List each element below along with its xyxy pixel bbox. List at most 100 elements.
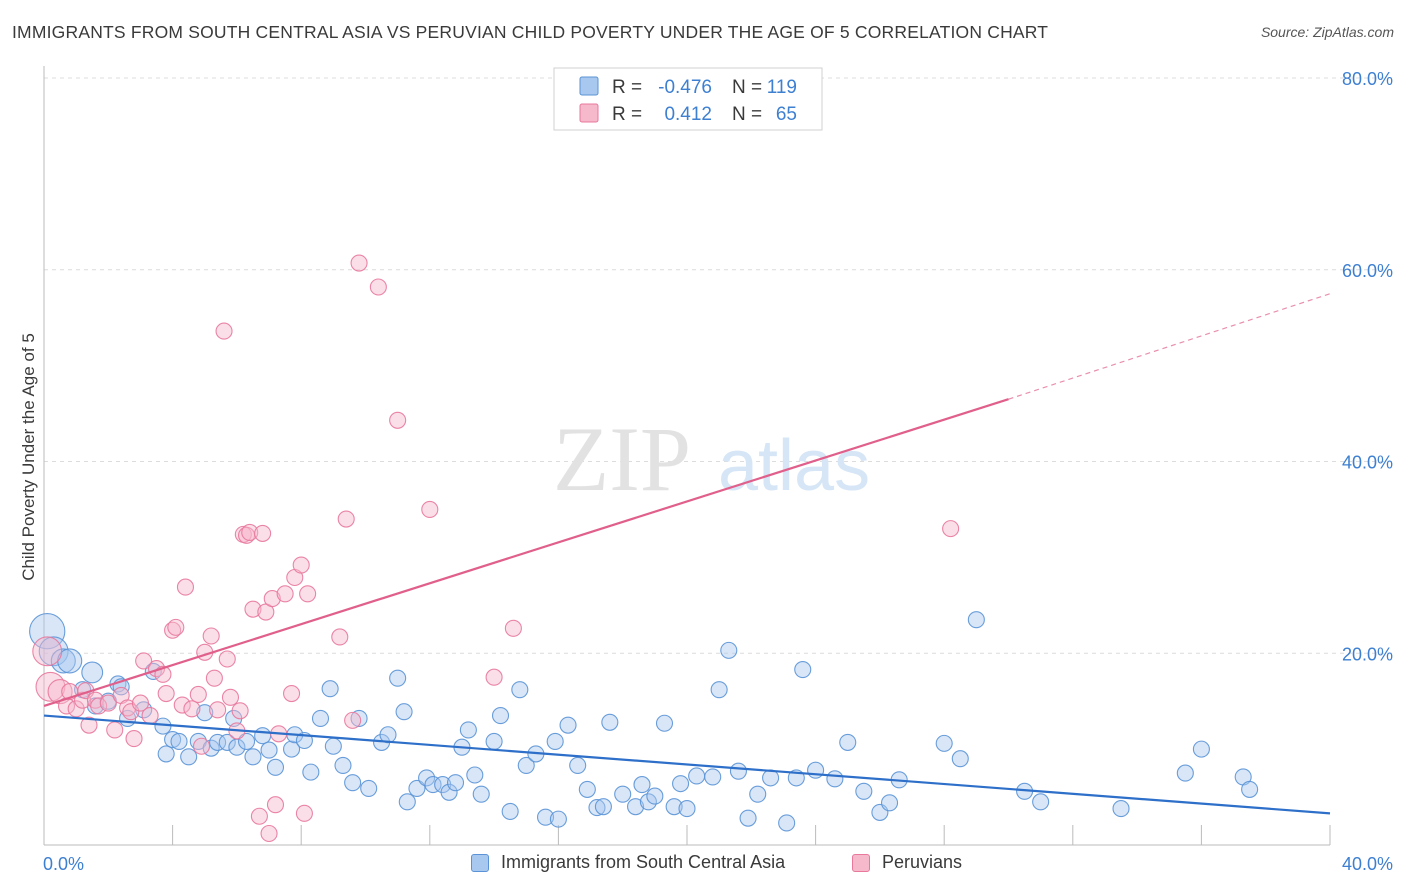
data-point-peruvians <box>299 585 317 603</box>
legend-label-peruvians: Peruvians <box>882 852 963 872</box>
data-point-south-central-asia <box>418 769 436 787</box>
data-point-south-central-asia <box>720 641 738 659</box>
data-point-south-central-asia <box>81 661 104 684</box>
data-point-peruvians <box>189 685 207 704</box>
trend-line-south-central-asia <box>43 714 1331 815</box>
data-point-peruvians <box>192 737 211 755</box>
data-point-south-central-asia <box>408 779 426 797</box>
data-point-south-central-asia <box>594 798 612 816</box>
data-point-south-central-asia <box>446 774 465 792</box>
data-point-south-central-asia <box>472 785 490 803</box>
data-point-south-central-asia <box>237 732 256 751</box>
legend-item-peruvians[interactable]: Peruvians <box>852 852 962 873</box>
legend-label-south-central-asia: Immigrants from South Central Asia <box>501 852 786 872</box>
data-point-south-central-asia <box>569 756 587 774</box>
x-tick-label: 0.0% <box>43 854 84 874</box>
data-point-south-central-asia <box>710 681 728 699</box>
data-point-south-central-asia <box>511 681 529 699</box>
data-point-peruvians <box>283 684 301 703</box>
stats-n-value-blue: 119 <box>767 77 797 98</box>
data-point-peruvians <box>67 700 85 718</box>
data-point-south-central-asia <box>665 798 683 816</box>
data-point-peruvians <box>244 600 262 618</box>
data-point-south-central-asia <box>344 774 362 792</box>
stats-r-value-blue: -0.476 <box>658 77 712 98</box>
stats-r-label-blue: R = <box>612 77 642 98</box>
data-point-south-central-asia <box>704 768 722 786</box>
data-point-south-central-asia <box>302 763 320 781</box>
y-axis-label: Child Poverty Under the Age of 5 <box>19 333 38 581</box>
data-point-south-central-asia <box>729 762 747 780</box>
stats-n-value-pink: 65 <box>776 104 797 125</box>
data-point-south-central-asia <box>1192 740 1210 758</box>
stats-r-value-pink: 0.412 <box>664 104 712 125</box>
data-point-south-central-asia <box>180 748 198 766</box>
axes <box>43 66 1331 846</box>
data-point-south-central-asia <box>157 745 175 763</box>
y-tick-label: 40.0% <box>1342 453 1393 473</box>
data-point-south-central-asia <box>350 709 368 727</box>
data-point-south-central-asia <box>646 787 664 805</box>
data-point-peruvians <box>369 278 387 296</box>
data-point-peruvians <box>202 627 220 645</box>
data-point-south-central-asia <box>839 733 857 751</box>
data-point-peruvians <box>331 628 349 646</box>
data-point-peruvians <box>164 621 182 639</box>
legend-item-south-central-asia[interactable]: Immigrants from South Central Asia <box>471 852 785 873</box>
data-point-south-central-asia <box>778 814 796 832</box>
data-point-peruvians <box>205 669 223 687</box>
bottom-legend: Immigrants from South Central Asia Peruv… <box>0 852 1406 878</box>
data-point-south-central-asia <box>209 733 227 751</box>
pink-points <box>32 254 960 843</box>
data-point-peruvians <box>183 700 201 718</box>
data-point-peruvians <box>106 721 124 739</box>
data-point-south-central-asia <box>254 727 272 745</box>
y-tick-label: 20.0% <box>1342 644 1393 664</box>
stats-legend: R = -0.476 N = 119 R = 0.412 N = 65 <box>553 67 823 131</box>
data-point-peruvians <box>260 824 278 843</box>
data-point-south-central-asia <box>266 758 285 776</box>
stats-n-label-blue: N = <box>732 77 762 98</box>
data-point-south-central-asia <box>633 776 651 794</box>
data-point-south-central-asia <box>324 737 342 755</box>
data-point-south-central-asia <box>678 800 696 818</box>
y-tick-label: 80.0% <box>1342 69 1393 89</box>
data-point-south-central-asia <box>389 669 407 687</box>
data-point-south-central-asia <box>880 794 899 812</box>
data-point-peruvians <box>485 668 503 686</box>
data-point-peruvians <box>266 796 285 814</box>
trend-line-peruvians-extension <box>1008 293 1331 400</box>
blue-points <box>29 611 1259 832</box>
data-point-south-central-asia <box>1241 780 1259 798</box>
data-point-peruvians <box>173 696 191 714</box>
data-point-peruvians <box>176 578 195 596</box>
data-point-peruvians <box>344 711 362 729</box>
data-point-south-central-asia <box>639 793 657 811</box>
data-point-south-central-asia <box>334 756 352 774</box>
data-point-south-central-asia <box>855 782 873 800</box>
data-point-peruvians <box>276 585 294 603</box>
data-point-south-central-asia <box>601 713 619 731</box>
x-tick-label: 40.0% <box>1342 854 1393 874</box>
watermark: ZIP atlas <box>553 408 870 510</box>
data-point-south-central-asia <box>951 750 969 768</box>
data-point-peruvians <box>389 411 407 429</box>
data-point-peruvians <box>292 556 310 574</box>
data-point-south-central-asia <box>1176 764 1194 782</box>
data-point-south-central-asia <box>321 680 339 698</box>
trend-lines <box>43 293 1331 815</box>
data-point-peruvians <box>74 691 92 709</box>
data-point-south-central-asia <box>517 756 535 774</box>
trend-line-peruvians <box>43 398 1009 708</box>
data-point-south-central-asia <box>749 785 767 803</box>
data-point-peruvians <box>131 694 149 712</box>
legend-swatch-blue <box>471 853 489 872</box>
watermark-zip: ZIP <box>553 408 691 510</box>
data-point-south-central-asia <box>164 730 182 749</box>
data-point-south-central-asia <box>1032 793 1050 811</box>
data-point-south-central-asia <box>170 732 188 751</box>
data-point-south-central-asia <box>196 704 214 722</box>
data-point-south-central-asia <box>588 799 606 817</box>
data-point-peruvians <box>209 701 227 719</box>
